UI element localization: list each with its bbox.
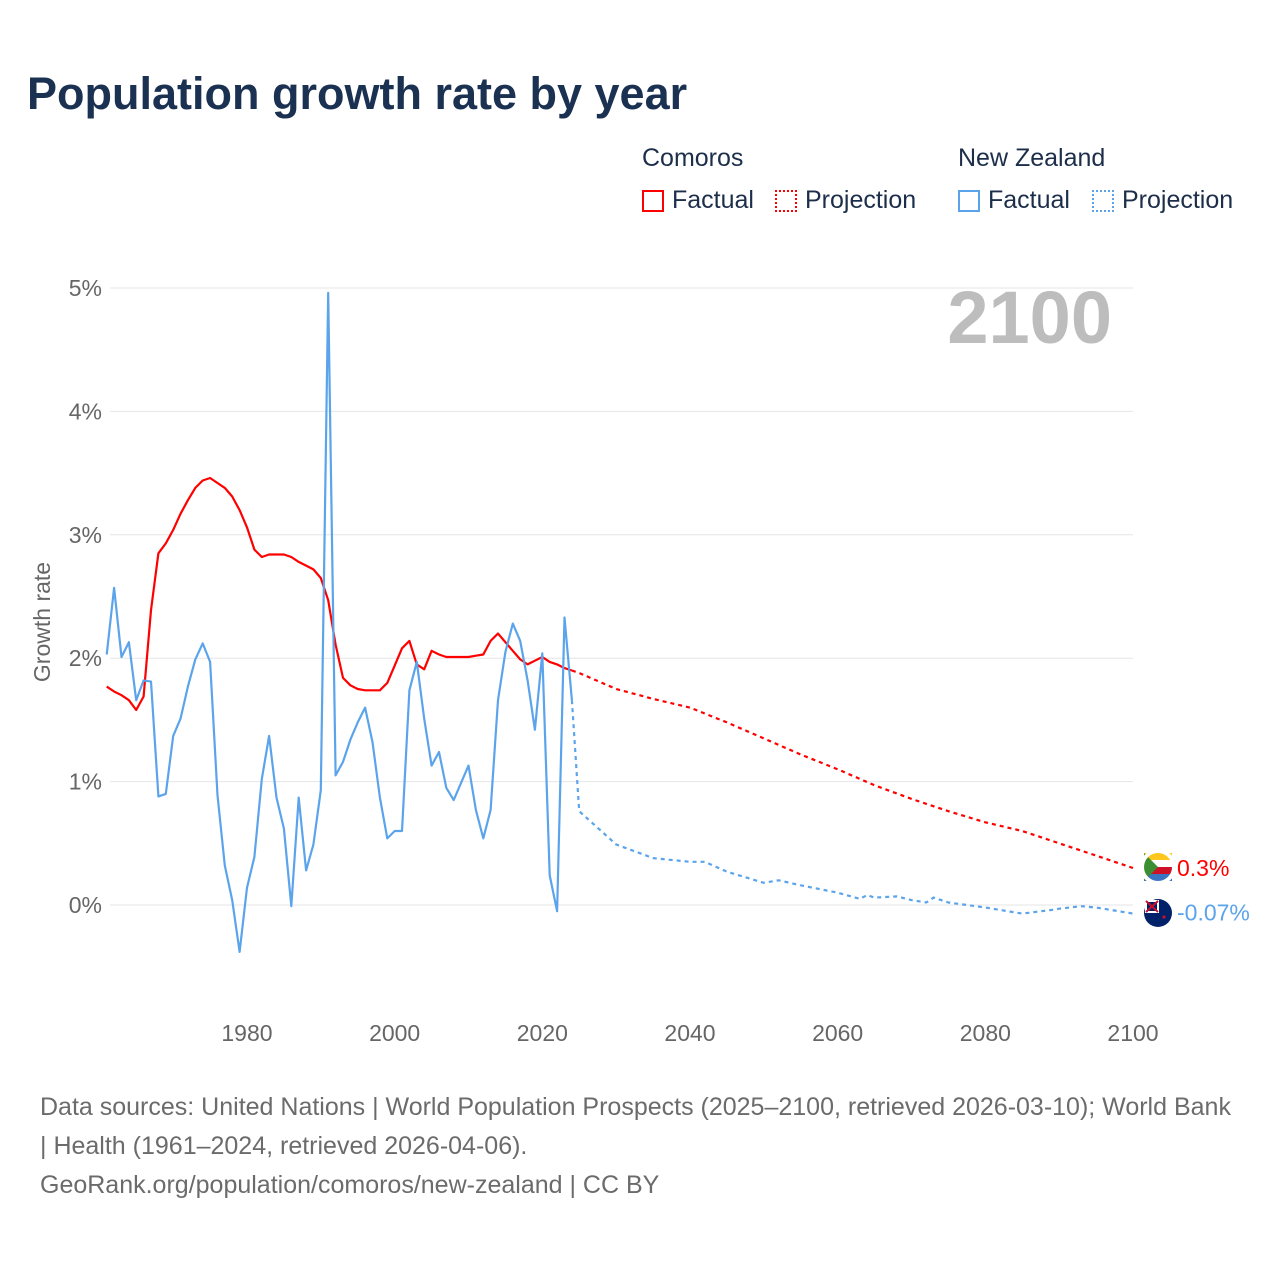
x-tick-label: 2080 xyxy=(960,1020,1011,1046)
comoros-flag-icon xyxy=(1140,849,1176,885)
legend-title-comoros: Comoros xyxy=(642,144,744,172)
x-tick-label: 2000 xyxy=(369,1020,420,1046)
x-tick-label: 2020 xyxy=(517,1020,568,1046)
flag-stripe xyxy=(1144,874,1172,881)
flag-cross xyxy=(1145,900,1159,913)
legend-label: Projection xyxy=(1122,186,1234,214)
flag-stripe xyxy=(1144,853,1172,860)
legend-swatch-solid xyxy=(958,189,980,212)
y-axis-label: Growth rate xyxy=(29,562,55,682)
legend-item-nz-factual[interactable]: Factual xyxy=(958,186,1070,215)
legend-item-comoros-factual[interactable]: Factual xyxy=(642,186,754,215)
page-title: Population growth rate by year xyxy=(27,68,688,119)
series-line-new-zealand-factual xyxy=(105,291,573,953)
flag-stripe xyxy=(1144,867,1172,874)
legend-swatch-dotted xyxy=(1092,189,1114,212)
y-tick-label: 2% xyxy=(69,645,102,671)
legend-swatch-solid xyxy=(642,189,664,212)
attribution-link[interactable]: GeoRank.org/population/comoros/new-zeala… xyxy=(40,1171,660,1199)
end-label-comoros: 0.3% xyxy=(1177,855,1229,881)
legend-item-comoros-projection[interactable]: Projection xyxy=(775,186,916,215)
legend-label: Projection xyxy=(805,186,917,214)
legend-swatch-dotted xyxy=(775,189,797,212)
flag-triangle xyxy=(1144,853,1158,881)
x-tick-label: 2060 xyxy=(812,1020,863,1046)
series-line-comoros-factual xyxy=(106,476,573,712)
legend-item-nz-projection[interactable]: Projection xyxy=(1092,186,1233,215)
y-tick-label: 0% xyxy=(69,892,102,918)
series-line-new-zealand-projection xyxy=(570,700,1134,915)
data-sources: Data sources: United Nations | World Pop… xyxy=(40,1093,1231,1160)
x-tick-label: 2040 xyxy=(664,1020,715,1046)
flag-stripe xyxy=(1144,860,1172,867)
new-zealand-flag-icon xyxy=(1144,899,1172,927)
flag-star xyxy=(1162,915,1166,919)
footer: Data sources: United Nations | World Pop… xyxy=(40,1088,1240,1205)
x-tick-label: 2100 xyxy=(1107,1020,1158,1046)
legend-label: Factual xyxy=(672,186,754,214)
year-display: 2100 xyxy=(947,276,1112,359)
legend-title-new-zealand: New Zealand xyxy=(958,144,1106,172)
x-tick-label: 1980 xyxy=(221,1020,272,1046)
y-tick-label: 5% xyxy=(69,275,102,301)
legend-label: Factual xyxy=(988,186,1070,214)
y-tick-label: 3% xyxy=(69,522,102,548)
end-label-new-zealand: -0.07% xyxy=(1177,900,1250,926)
y-tick-label: 4% xyxy=(69,398,102,424)
series-line-comoros-projection xyxy=(571,669,1134,870)
y-tick-label: 1% xyxy=(69,769,102,795)
flag-mask xyxy=(1140,849,1176,885)
